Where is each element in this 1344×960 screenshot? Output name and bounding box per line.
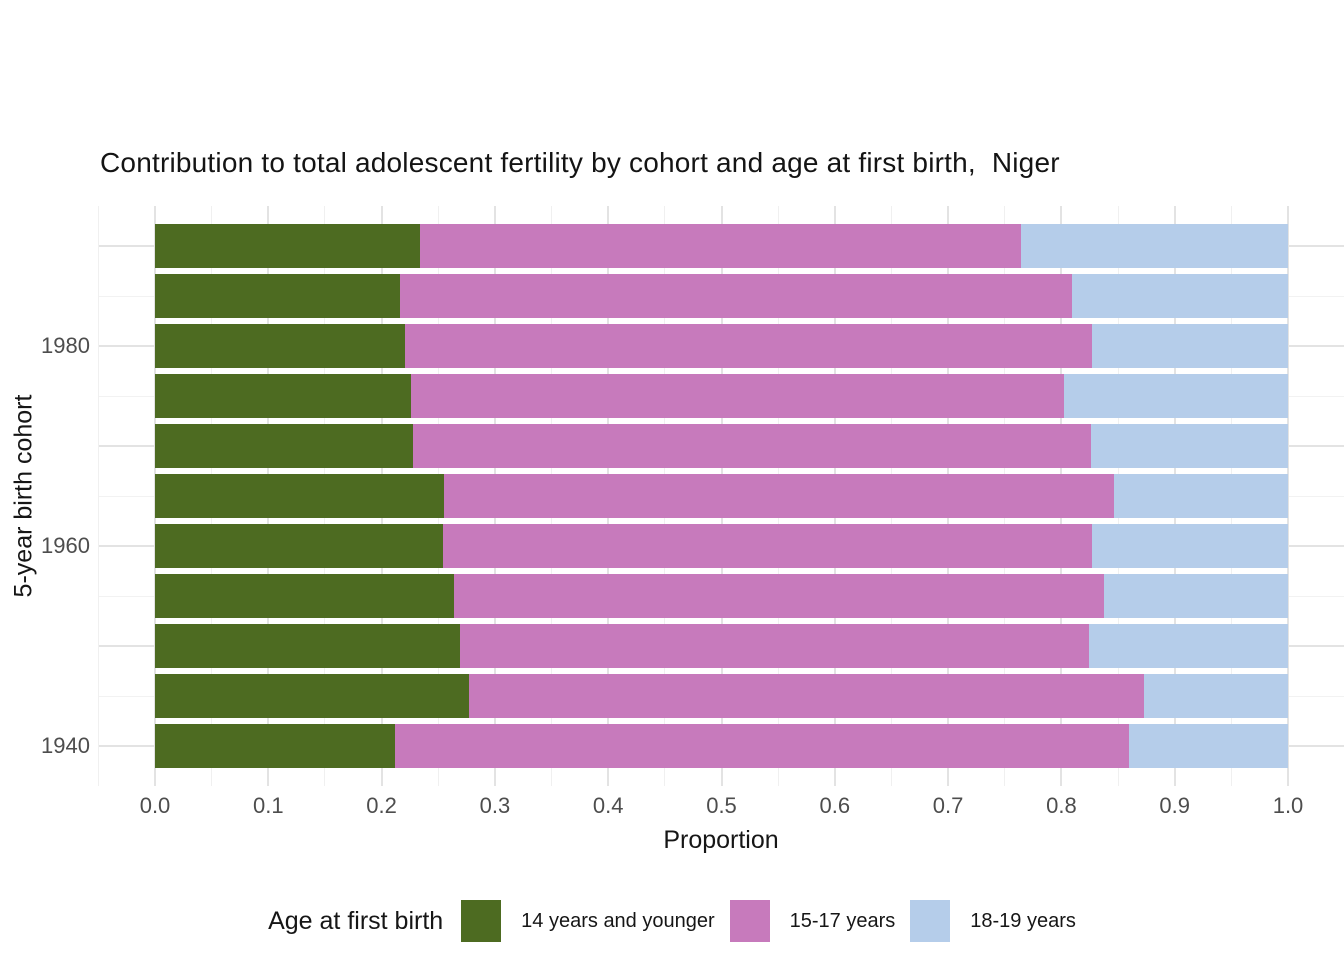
bar-segment-14-years-and-younger [155, 524, 443, 568]
legend-item-18-19-years: 18-19 years [910, 900, 1076, 942]
legend-title: Age at first birth [268, 906, 444, 935]
legend-item-15-17-years: 15-17 years [729, 900, 896, 942]
bar-segment-14-years-and-younger [155, 624, 460, 668]
bar-segment-18-19-years [1071, 274, 1288, 318]
bar-segment-14-years-and-younger [155, 274, 400, 318]
bar-segment-14-years-and-younger [155, 324, 406, 368]
y-tick-label-1980: 1980 [41, 333, 90, 358]
bar-segment-15-17-years [454, 574, 1105, 618]
legend-item-label: 15-17 years [789, 909, 896, 932]
gridline-v-major [1287, 206, 1289, 786]
bar-segment-15-17-years [411, 374, 1064, 418]
bar-row-cohort-1970 [155, 424, 1288, 468]
bar-segment-15-17-years [413, 424, 1091, 468]
x-tick-label-0.5: 0.5 [706, 793, 737, 818]
bar-segment-14-years-and-younger [155, 224, 421, 268]
bar-segment-18-19-years [1113, 474, 1288, 518]
bar-row-cohort-1990 [155, 224, 1288, 268]
x-axis-title: Proportion [663, 826, 779, 854]
bar-segment-18-19-years [1091, 324, 1288, 368]
bar-row-cohort-1940 [155, 724, 1288, 768]
bar-row-cohort-1950 [155, 624, 1288, 668]
bar-row-cohort-1955 [155, 574, 1288, 618]
y-tick-label-1960: 1960 [41, 533, 90, 558]
x-tick-label-0.8: 0.8 [1046, 793, 1077, 818]
bar-row-cohort-1985 [155, 274, 1288, 318]
bar-row-cohort-1980 [155, 324, 1288, 368]
bar-segment-15-17-years [442, 524, 1092, 568]
x-tick-label-0.4: 0.4 [592, 793, 624, 818]
x-tick-label-0.0: 0.0 [139, 793, 171, 818]
legend-item-label: 18-19 years [970, 909, 1076, 932]
legend-swatch-icon [461, 900, 502, 942]
bar-segment-18-19-years [1129, 724, 1288, 768]
bar-segment-15-17-years [443, 474, 1114, 518]
bar-segment-15-17-years [459, 624, 1089, 668]
bar-segment-18-19-years [1090, 424, 1288, 468]
x-tick-label-0.9: 0.9 [1159, 793, 1190, 818]
y-axis-title: 5-year birth cohort [9, 394, 38, 598]
chart-title: Contribution to total adolescent fertili… [100, 147, 1060, 178]
x-tick-label-0.1: 0.1 [253, 793, 284, 818]
bar-row-cohort-1945 [155, 674, 1288, 718]
bar-segment-14-years-and-younger [155, 724, 396, 768]
bar-segment-18-19-years [1104, 574, 1288, 618]
x-tick-label-0.7: 0.7 [932, 793, 964, 818]
bar-row-cohort-1960 [155, 524, 1288, 568]
bar-segment-15-17-years [405, 324, 1092, 368]
bar-segment-15-17-years [399, 274, 1072, 318]
bar-segment-15-17-years [420, 224, 1021, 268]
gridline-v-minor [98, 206, 99, 786]
bar-row-cohort-1975 [155, 374, 1288, 418]
legend-swatch-icon [729, 900, 770, 942]
plot-panel [98, 206, 1344, 786]
legend-item-14-years-and-younger: 14 years and younger [461, 900, 715, 942]
legend: Age at first birth 14 years and younger 1… [0, 898, 1344, 944]
bar-row-cohort-1965 [155, 474, 1288, 518]
bar-segment-15-17-years [468, 674, 1145, 718]
x-tick-label-0.6: 0.6 [819, 793, 851, 818]
bar-segment-14-years-and-younger [155, 474, 444, 518]
bar-segment-18-19-years [1088, 624, 1288, 668]
bar-segment-14-years-and-younger [155, 674, 469, 718]
bar-segment-18-19-years [1091, 524, 1288, 568]
bar-segment-14-years-and-younger [155, 424, 414, 468]
bar-segment-15-17-years [395, 724, 1130, 768]
x-tick-label-1.0: 1.0 [1272, 793, 1304, 818]
bar-segment-18-19-years [1020, 224, 1288, 268]
bar-segment-18-19-years [1144, 674, 1288, 718]
bar-segment-18-19-years [1063, 374, 1288, 418]
legend-item-label: 14 years and younger [521, 909, 715, 932]
legend-swatch-icon [910, 900, 951, 942]
y-tick-label-1940: 1940 [41, 733, 90, 758]
bar-segment-14-years-and-younger [155, 374, 412, 418]
x-tick-label-0.3: 0.3 [479, 793, 511, 818]
bar-segment-14-years-and-younger [155, 574, 455, 618]
x-tick-label-0.2: 0.2 [366, 793, 397, 818]
